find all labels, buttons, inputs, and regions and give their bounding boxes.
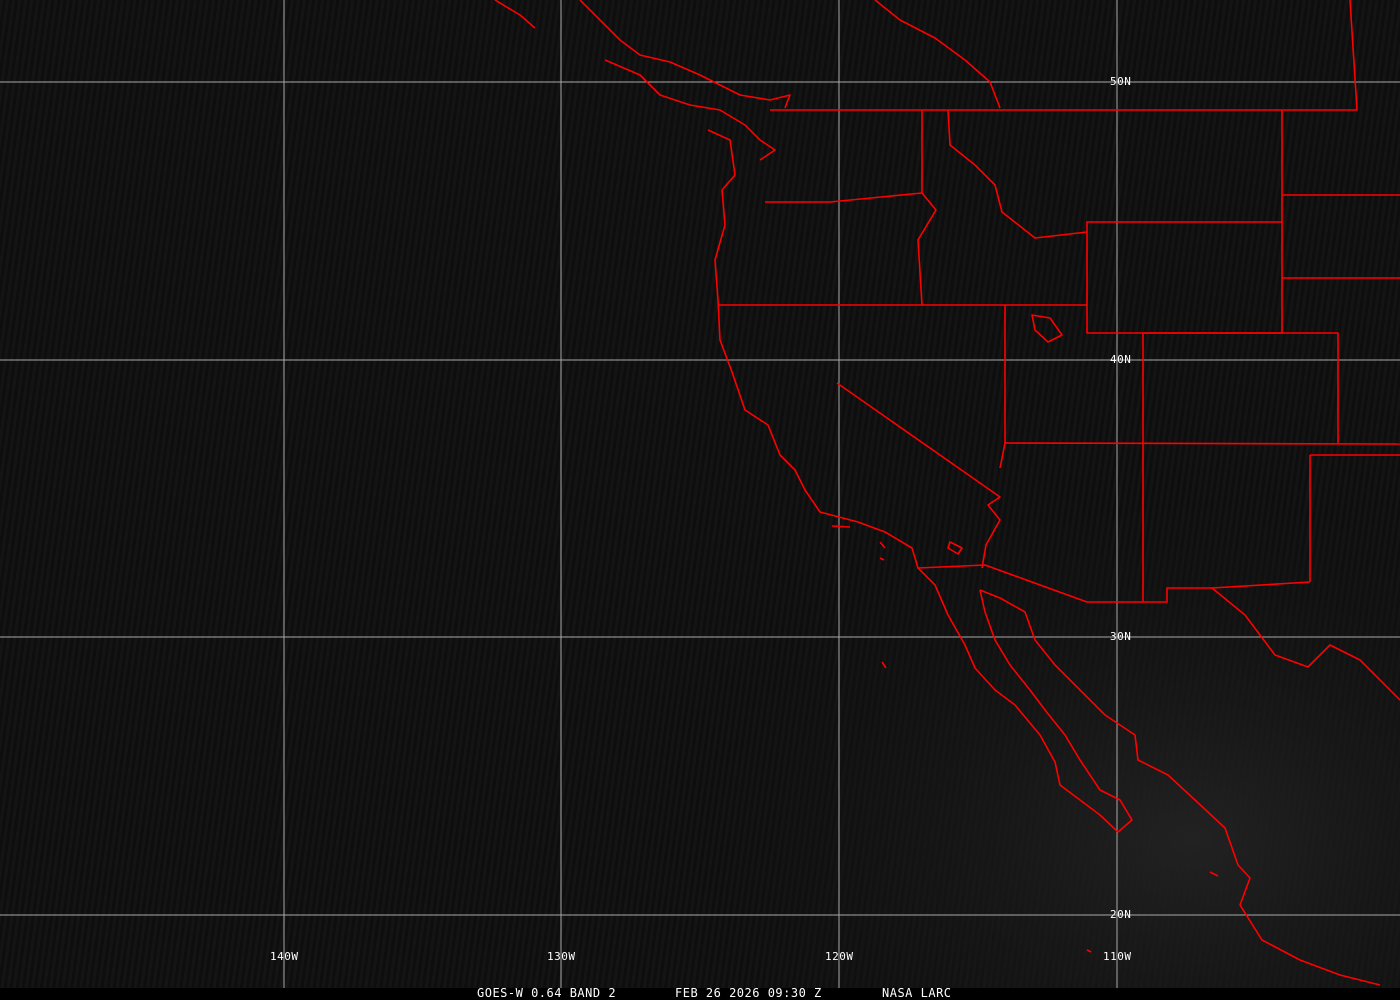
border-ut-co xyxy=(1142,332,1339,602)
label-lon-130w: 130W xyxy=(547,950,576,963)
satellite-band-label: GOES-W 0.64 BAND 2 xyxy=(477,986,617,1000)
coastline-mainland-mexico xyxy=(979,589,1381,986)
great-salt-lake xyxy=(1031,314,1063,343)
label-lon-140w: 140W xyxy=(270,950,299,963)
coastline-us-mexico-pacific xyxy=(707,129,1133,833)
timestamp-label: FEB 26 2026 09:30 Z xyxy=(675,986,822,1000)
source-label: NASA LARC xyxy=(882,986,952,1000)
border-dakotas xyxy=(1281,110,1400,279)
label-lon-120w: 120W xyxy=(825,950,854,963)
islas-marias xyxy=(1209,871,1219,877)
label-lon-110w: 110W xyxy=(1103,950,1132,963)
label-lat-40n: 40N xyxy=(1110,353,1132,366)
border-ut-az xyxy=(1004,442,1400,445)
channel-islands xyxy=(831,525,886,561)
label-lat-50n: 50N xyxy=(1110,75,1132,88)
guadalupe-island xyxy=(881,661,887,669)
border-mt-id xyxy=(947,109,1088,239)
border-ca-nv xyxy=(836,382,1001,569)
label-lat-30n: 30N xyxy=(1110,630,1132,643)
socorro-island xyxy=(1086,949,1092,953)
border-wa-or xyxy=(765,192,923,203)
salton-sea xyxy=(947,541,963,555)
border-canada-interior xyxy=(874,0,1001,109)
boundaries xyxy=(494,0,1400,986)
label-lat-20n: 20N xyxy=(1110,908,1132,921)
border-nm-tx xyxy=(1309,454,1400,582)
border-idaho-west xyxy=(917,110,937,306)
coastline-bc xyxy=(494,0,791,161)
image-caption-bar: GOES-W 0.64 BAND 2 FEB 26 2026 09:30 Z N… xyxy=(0,986,1400,1000)
rio-grande xyxy=(1211,587,1400,701)
border-us-canada xyxy=(770,0,1358,111)
